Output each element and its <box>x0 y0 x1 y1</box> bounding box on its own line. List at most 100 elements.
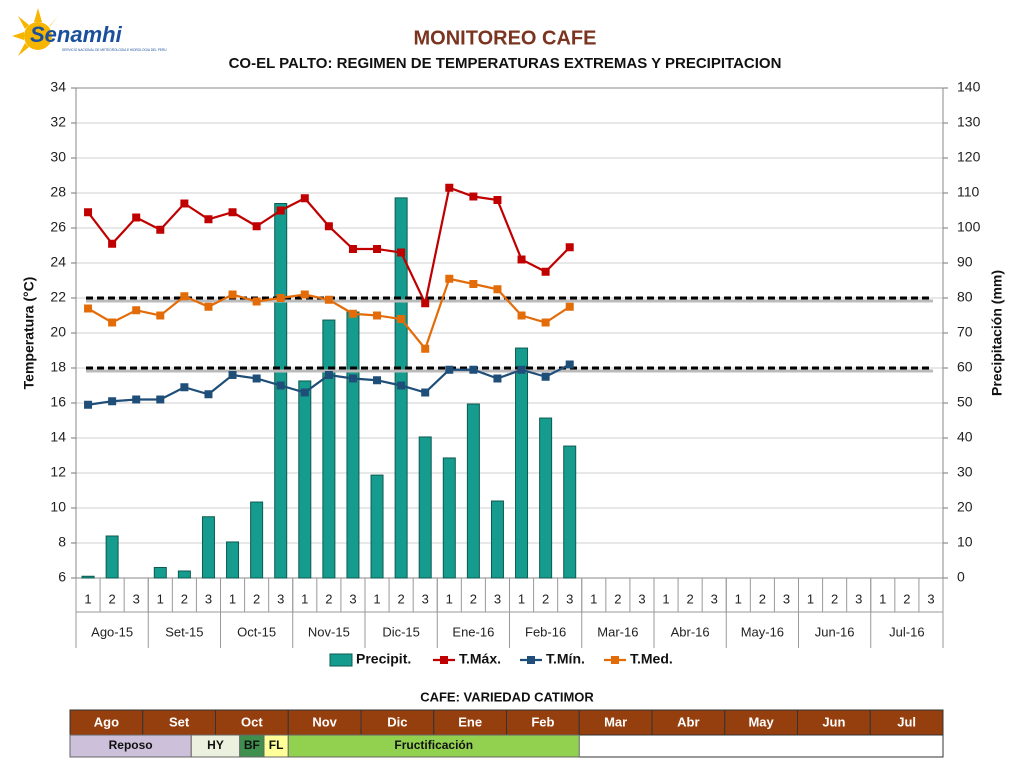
bar <box>322 319 336 579</box>
y-axis-label: Temperatura (°C) <box>21 277 37 390</box>
marker <box>204 302 213 311</box>
marker <box>84 208 93 217</box>
marker <box>493 374 502 383</box>
marker <box>421 344 430 353</box>
bar <box>201 516 215 579</box>
calendar-month: Feb <box>531 714 554 729</box>
x-tick-label: 3 <box>277 591 284 606</box>
x-tick-label: 3 <box>927 591 934 606</box>
marker <box>228 290 237 299</box>
bar <box>563 445 577 579</box>
marker <box>565 302 574 311</box>
x-tick-label: 2 <box>687 591 694 606</box>
x-tick-label: 2 <box>181 591 188 606</box>
x-tick-label: 1 <box>807 591 814 606</box>
legend-label: Precipit. <box>356 651 411 667</box>
x-tick-label: 2 <box>470 591 477 606</box>
calendar-month: Jun <box>822 714 845 729</box>
y2-tick-label: 60 <box>957 359 973 375</box>
marker <box>252 374 261 383</box>
marker <box>373 245 382 253</box>
x-tick-label: 2 <box>831 591 838 606</box>
y2-tick-label: 80 <box>957 289 973 305</box>
marker <box>228 371 237 379</box>
legend-swatch <box>527 656 535 664</box>
x-group-label: Ene-16 <box>452 624 494 639</box>
x-tick-label: 2 <box>398 591 405 606</box>
x-group-label: Oct-15 <box>237 624 276 639</box>
calendar-month-cell <box>215 709 289 736</box>
marker <box>469 280 478 288</box>
x-tick-label: 3 <box>349 591 356 606</box>
marker <box>156 225 165 234</box>
calendar-month-cell <box>287 709 362 736</box>
y2-tick-label: 100 <box>957 219 981 235</box>
marker <box>300 388 309 397</box>
bar <box>153 567 167 579</box>
calendar-month-cell <box>360 709 435 736</box>
y-tick-label: 8 <box>58 534 66 550</box>
marker <box>132 213 141 222</box>
marker <box>348 245 357 253</box>
marker <box>204 390 213 399</box>
marker <box>493 285 502 294</box>
marker <box>84 400 93 409</box>
calendar-month: Nov <box>312 714 337 729</box>
y2-tick-label: 50 <box>957 394 973 410</box>
marker <box>252 222 261 231</box>
marker <box>565 243 574 252</box>
marker <box>445 365 454 374</box>
x-group-label: Mar-16 <box>597 624 638 639</box>
y-tick-label: 24 <box>50 254 66 270</box>
x-tick-label: 2 <box>542 591 549 606</box>
marker <box>132 306 141 315</box>
x-tick-label: 1 <box>373 591 380 606</box>
marker <box>397 381 406 390</box>
marker <box>276 206 285 215</box>
calendar-phase: BF <box>244 738 260 752</box>
y2-tick-label: 90 <box>957 254 973 270</box>
x-group-label: Jun-16 <box>815 624 855 639</box>
x-tick-label: 3 <box>494 591 501 606</box>
calendar-month: Dic <box>387 714 407 729</box>
x-tick-label: 1 <box>84 591 91 606</box>
calendar-month: May <box>748 714 774 729</box>
bar <box>298 380 312 579</box>
marker <box>397 315 406 323</box>
x-tick-label: 3 <box>711 591 718 606</box>
x-tick-label: 1 <box>590 591 597 606</box>
marker <box>348 374 357 383</box>
marker <box>517 255 526 264</box>
marker <box>324 371 333 379</box>
marker <box>108 318 117 327</box>
y-tick-label: 14 <box>50 429 66 445</box>
legend-swatch <box>440 656 448 664</box>
marker <box>397 248 406 257</box>
x-tick-label: 2 <box>325 591 332 606</box>
x-tick-label: 3 <box>422 591 429 606</box>
legend-swatch <box>329 653 353 667</box>
y2-axis-label: Precipitación (mm) <box>989 270 1005 396</box>
y-tick-label: 16 <box>50 394 66 410</box>
y-tick-label: 6 <box>58 569 66 585</box>
x-group-label: Nov-15 <box>308 624 350 639</box>
x-tick-label: 3 <box>566 591 573 606</box>
calendar-phase: HY <box>207 738 224 752</box>
marker <box>204 215 213 224</box>
marker <box>180 199 189 208</box>
marker <box>541 372 550 381</box>
x-tick-label: 1 <box>662 591 669 606</box>
logo-text: Senamhi <box>30 22 123 47</box>
x-group-label: Set-15 <box>165 624 203 639</box>
marker <box>324 295 333 304</box>
marker <box>517 311 526 320</box>
x-tick-label: 3 <box>783 591 790 606</box>
y-tick-label: 30 <box>50 149 66 165</box>
x-tick-label: 3 <box>133 591 140 606</box>
calendar-phase: FL <box>269 738 284 752</box>
y-tick-label: 28 <box>50 184 66 200</box>
x-tick-label: 2 <box>759 591 766 606</box>
x-tick-label: 3 <box>855 591 862 606</box>
x-tick-label: 2 <box>253 591 260 606</box>
